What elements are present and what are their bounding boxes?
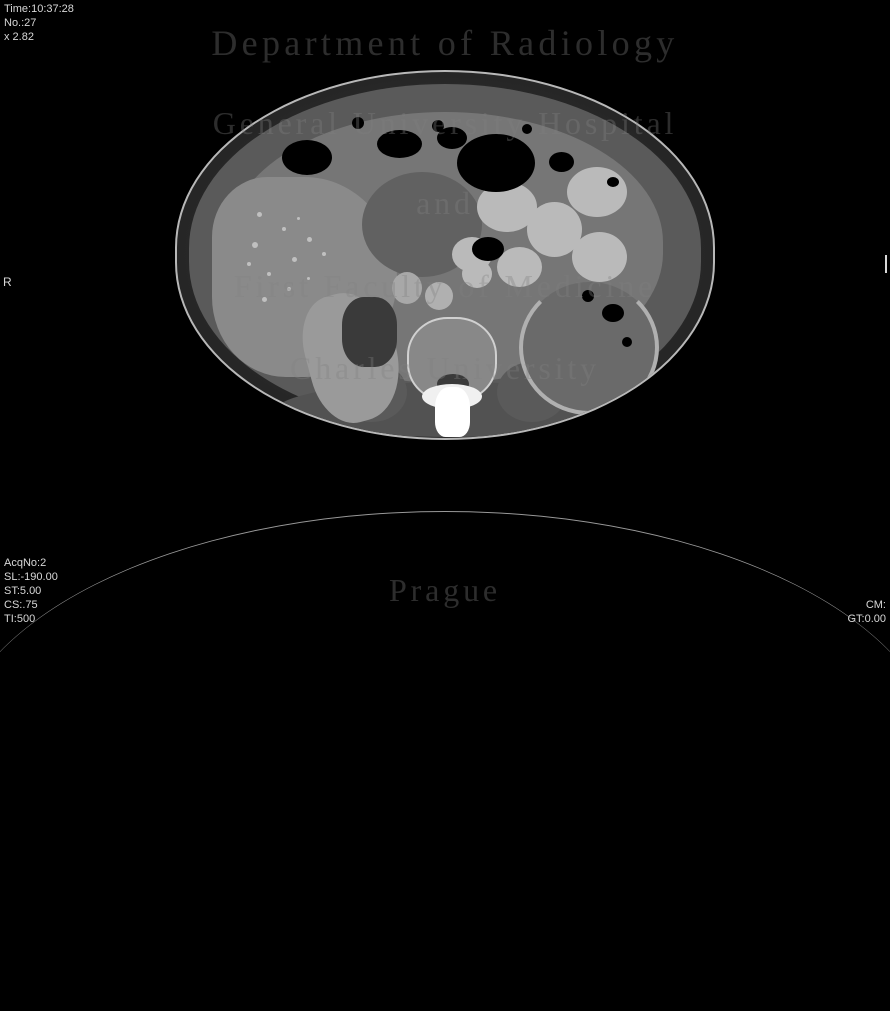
watermark-line3: and <box>0 185 890 222</box>
hepatic-vessel <box>307 237 312 242</box>
air-pocket <box>472 237 504 261</box>
hepatic-vessel <box>247 262 251 266</box>
hepatic-vessel <box>292 257 297 262</box>
air-pocket <box>602 304 624 322</box>
air-pocket <box>622 337 632 347</box>
spinous-process <box>435 387 470 437</box>
overlay-gt: GT:0.00 <box>847 612 886 627</box>
hepatic-vessel <box>322 252 326 256</box>
watermark-line2: General University Hospital <box>0 105 890 142</box>
air-pocket <box>457 134 535 192</box>
watermark-line1: Department of Radiology <box>0 22 890 64</box>
air-pocket <box>282 140 332 175</box>
hepatic-vessel <box>282 227 286 231</box>
orientation-marker-left <box>885 255 887 273</box>
overlay-ti: TI:500 <box>4 612 35 627</box>
watermark-line6: Prague <box>0 572 890 609</box>
watermark-line4: First Faculty of Medicine <box>0 268 890 305</box>
orientation-marker-right: R <box>3 275 12 289</box>
dicom-viewer: Department of Radiology General Universi… <box>0 0 890 631</box>
hepatic-vessel <box>252 242 258 248</box>
overlay-zoom: x 2.82 <box>4 30 34 45</box>
air-pocket <box>549 152 574 172</box>
watermark-line5: Charles University <box>0 350 890 387</box>
